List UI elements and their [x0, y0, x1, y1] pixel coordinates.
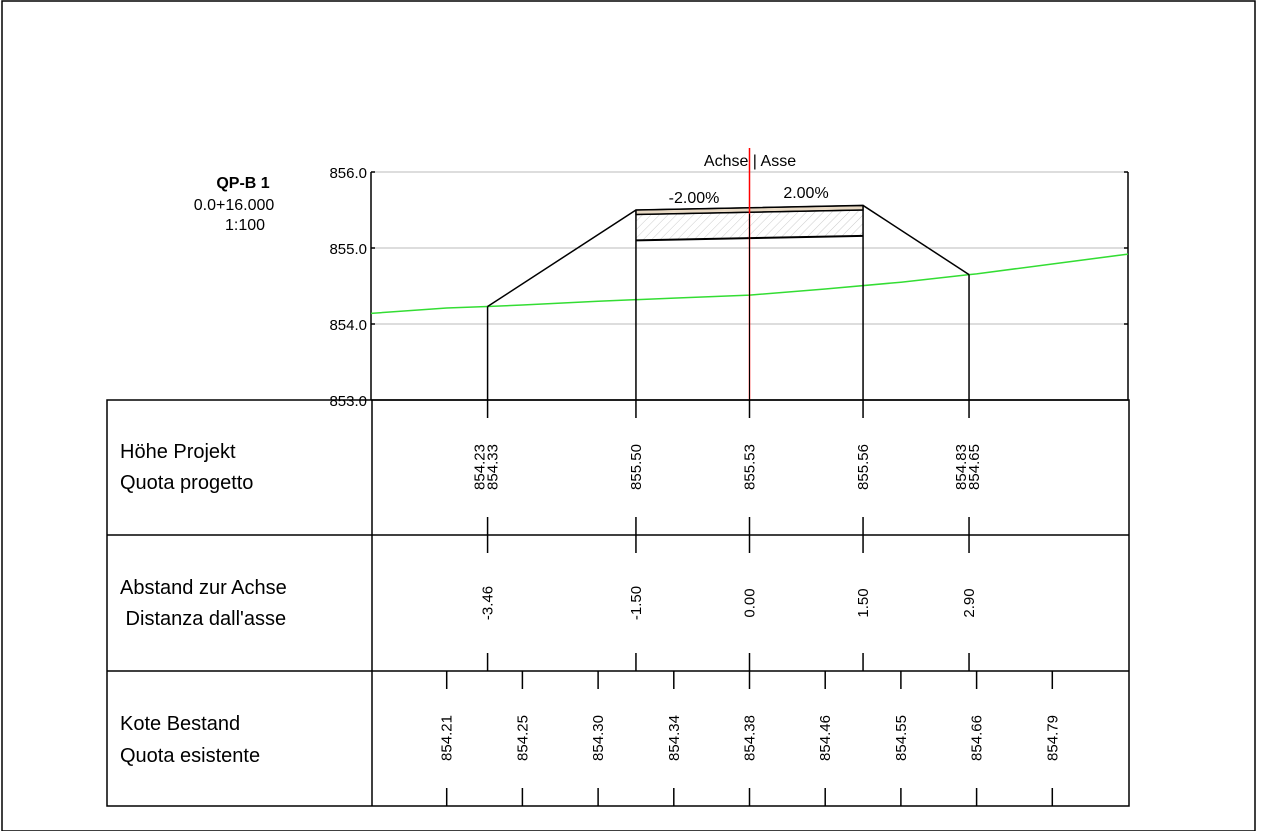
row-label-axis-distance: Abstand zur Achse [120, 577, 287, 599]
row-label-design-height-it: Quota progetto [120, 472, 253, 494]
design-elevation-value: 855.53 [742, 444, 759, 490]
profile-lines [370, 148, 1129, 400]
existing-level-value: 854.21 [439, 715, 456, 761]
existing-level-value: 854.55 [893, 715, 910, 761]
slope-right-label: 2.00% [783, 185, 828, 202]
row-label-design-height: Höhe Projekt [120, 441, 236, 463]
design-elevation-value: 854.23 [472, 444, 489, 490]
existing-level-value: 854.25 [514, 715, 531, 761]
axis-distance-value: -3.46 [480, 586, 497, 620]
section-title: QP-B 1 [216, 175, 269, 192]
axis-distance-value: -1.50 [628, 586, 645, 620]
axis-distance-value: 1.50 [855, 588, 872, 617]
data-table: Höhe Projekt Quota progetto Abstand zur … [106, 399, 1130, 807]
existing-level-value: 854.66 [969, 715, 986, 761]
row-label-existing-level: Kote Bestand [120, 713, 240, 735]
design-elevation-value: 855.56 [855, 444, 872, 490]
existing-level-value: 854.79 [1044, 715, 1061, 761]
elevation-tick-label: 855.0 [329, 241, 367, 258]
design-elevation-value: 854.33 [485, 444, 502, 490]
axis-distance-value: 2.90 [961, 588, 978, 617]
elevation-tick-label: 853.0 [329, 393, 367, 410]
design-elevation-value: 854.65 [966, 444, 983, 490]
existing-level-value: 854.38 [742, 715, 759, 761]
axis-label: Achse | Asse [704, 153, 796, 170]
slope-left-label: -2.00% [669, 190, 720, 207]
table-frame [106, 399, 1130, 807]
existing-level-value: 854.46 [817, 715, 834, 761]
design-elevation-value: 854.83 [953, 444, 970, 490]
elevation-axis: 856.0 855.0 854.0 853.0 [329, 165, 367, 410]
row-label-axis-distance-it: Distanza dall'asse [120, 608, 286, 630]
elevation-tick-label: 854.0 [329, 317, 367, 334]
elevation-tick-label: 856.0 [329, 165, 367, 182]
axis-distance-value: 0.00 [742, 588, 759, 617]
existing-level-value: 854.34 [666, 715, 683, 761]
existing-level-value: 854.30 [590, 715, 607, 761]
scale-label: 1:100 [225, 217, 265, 234]
row-label-existing-level-it: Quota esistente [120, 745, 260, 767]
design-elevation-value: 855.50 [628, 444, 645, 490]
station-label: 0.0+16.000 [194, 197, 275, 214]
